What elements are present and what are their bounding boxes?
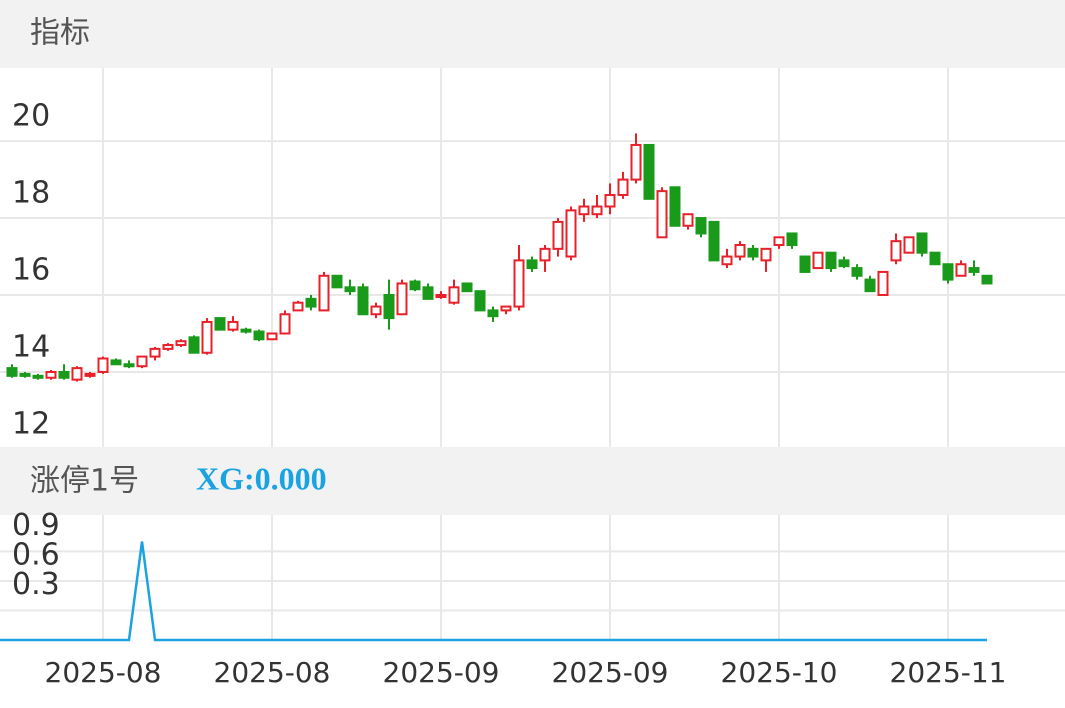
candle-body [448, 286, 460, 304]
candle-body [838, 259, 850, 268]
candle-body [864, 278, 876, 293]
candle-body [370, 305, 382, 316]
candle-body [84, 372, 96, 377]
y-tick-label: 0.9 [12, 508, 60, 543]
candle-body [734, 243, 746, 258]
candle-body [604, 193, 616, 208]
candle-body [305, 297, 317, 308]
candle-body [19, 372, 31, 377]
candle-body [461, 282, 473, 293]
candle-body [188, 336, 200, 354]
candle-body [630, 143, 642, 181]
candle-body [357, 286, 369, 316]
candle-body [6, 367, 18, 377]
candle-body [916, 232, 928, 254]
candle-body [162, 344, 174, 350]
panel-title: 涨停1号 [30, 464, 139, 499]
candle-body [240, 328, 252, 333]
candle-body [552, 220, 564, 250]
x-tick-label: 2025-09 [383, 656, 500, 689]
candle-body [851, 267, 863, 277]
candle-body [474, 290, 486, 312]
candle-body [955, 263, 967, 277]
indicator-line [0, 541, 987, 642]
candle-body [721, 255, 733, 266]
candle-body [201, 320, 213, 354]
candle-body [331, 274, 343, 289]
candle-body [656, 190, 668, 239]
candle-body [318, 274, 330, 312]
candle-body [591, 205, 603, 216]
candle-body [877, 270, 889, 297]
y-tick-label: 14 [12, 329, 50, 364]
candle-body [383, 294, 395, 320]
candle-body [565, 209, 577, 258]
candle-body [279, 313, 291, 335]
candle-body [825, 251, 837, 270]
candle-body [890, 240, 902, 262]
candle-body [695, 217, 707, 235]
candle-body [97, 357, 109, 373]
header-bar [0, 447, 1065, 515]
candle-body [136, 355, 148, 368]
candle-body [45, 370, 57, 379]
candle-body [526, 259, 538, 270]
indicator-value: XG:0.000 [196, 460, 327, 496]
candle-body [266, 332, 278, 341]
candle-body [812, 251, 824, 270]
candle-body [786, 232, 798, 246]
y-tick-label: 20 [12, 99, 50, 134]
x-tick-label: 2025-08 [214, 656, 331, 689]
candle-body [110, 359, 122, 366]
candle-body [747, 247, 759, 258]
candle-body [929, 251, 941, 266]
candle-body [942, 263, 954, 281]
candle-body [487, 309, 499, 318]
candle-body [981, 274, 993, 285]
y-tick-label: 12 [12, 406, 50, 441]
candle-body [513, 259, 525, 308]
candle-body [253, 330, 265, 341]
x-tick-label: 2025-11 [890, 656, 1007, 689]
y-tick-label: 18 [12, 176, 50, 211]
x-tick-label: 2025-10 [721, 656, 838, 689]
panel-title: 指标 [30, 16, 90, 51]
candle-body [175, 340, 187, 347]
candle-body [435, 294, 447, 299]
candle-body [292, 301, 304, 312]
candle-body [760, 247, 772, 262]
candle-body [58, 370, 70, 379]
candle-body [682, 213, 694, 227]
candle-body [409, 280, 421, 291]
candle-body [773, 236, 785, 246]
candle-body [422, 286, 434, 300]
x-tick-label: 2025-09 [552, 656, 669, 689]
candle-body [643, 143, 655, 200]
candle-body [578, 205, 590, 216]
candle-body [71, 367, 83, 381]
x-tick-label: 2025-08 [45, 656, 162, 689]
candle-body [669, 186, 681, 227]
y-tick-label: 0.6 [12, 537, 60, 572]
candle-body [799, 255, 811, 273]
candle-body [708, 220, 720, 262]
candle-body [214, 317, 226, 331]
candle-body [149, 347, 161, 358]
candle-body [227, 320, 239, 331]
candle-body [968, 267, 980, 273]
candle-body [617, 178, 629, 196]
y-tick-label: 0.3 [12, 567, 60, 602]
y-tick-label: 16 [12, 253, 50, 288]
candle-body [539, 247, 551, 262]
header-bar [0, 0, 1065, 68]
candle-body [500, 305, 512, 312]
candle-body [123, 363, 135, 368]
candle-body [344, 286, 356, 293]
candle-body [396, 282, 408, 316]
candle-body [32, 374, 44, 379]
candle-body [903, 236, 915, 254]
